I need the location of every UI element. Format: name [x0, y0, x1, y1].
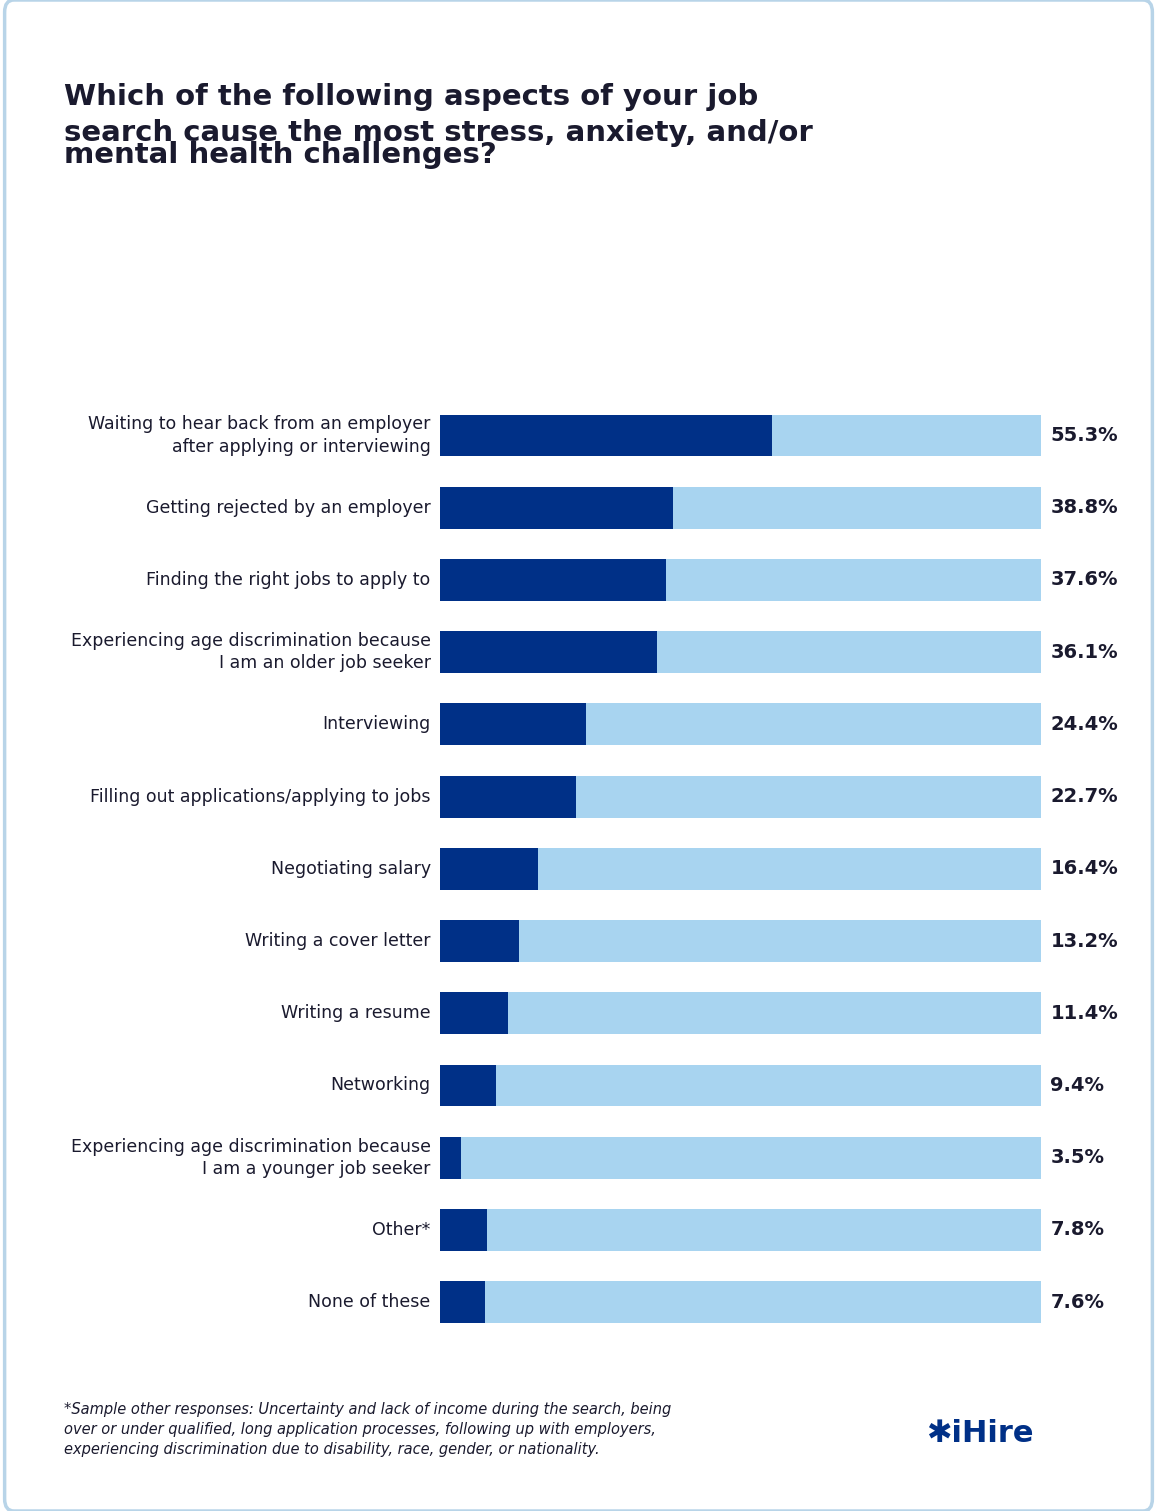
- Text: 38.8%: 38.8%: [1051, 499, 1118, 517]
- Bar: [440, 775, 576, 817]
- Text: Negotiating salary: Negotiating salary: [271, 860, 430, 878]
- Text: Waiting to hear back from an employer
after applying or interviewing: Waiting to hear back from an employer af…: [88, 416, 430, 456]
- Bar: [440, 993, 508, 1034]
- Bar: [440, 632, 657, 672]
- Bar: [440, 848, 1041, 890]
- Text: 13.2%: 13.2%: [1051, 932, 1118, 950]
- Text: 16.4%: 16.4%: [1051, 860, 1118, 878]
- Bar: [440, 993, 1041, 1034]
- Text: Writing a resume: Writing a resume: [281, 1005, 430, 1023]
- Text: ✱iHire: ✱iHire: [926, 1419, 1033, 1448]
- Bar: [440, 848, 538, 890]
- Text: *Sample other responses: Uncertainty and lack of income during the search, being: *Sample other responses: Uncertainty and…: [64, 1402, 671, 1457]
- Text: 11.4%: 11.4%: [1051, 1003, 1118, 1023]
- Bar: [440, 414, 773, 456]
- Text: Which of the following aspects of your job
search cause the most stress, anxiety: Which of the following aspects of your j…: [64, 83, 812, 147]
- Bar: [440, 1065, 1041, 1106]
- Text: Filling out applications/applying to jobs: Filling out applications/applying to job…: [90, 787, 430, 805]
- Text: Networking: Networking: [331, 1076, 430, 1094]
- Bar: [440, 487, 1041, 529]
- Text: Interviewing: Interviewing: [323, 715, 430, 733]
- Bar: [440, 1136, 1041, 1179]
- Bar: [440, 1281, 1041, 1324]
- Bar: [440, 414, 1041, 456]
- Text: 22.7%: 22.7%: [1051, 787, 1118, 805]
- Text: 3.5%: 3.5%: [1051, 1148, 1104, 1166]
- Bar: [440, 559, 1041, 601]
- Bar: [440, 920, 1041, 963]
- Text: 7.6%: 7.6%: [1051, 1292, 1104, 1312]
- Bar: [440, 920, 519, 963]
- Text: 37.6%: 37.6%: [1051, 571, 1118, 589]
- Bar: [440, 1281, 486, 1324]
- Bar: [440, 487, 673, 529]
- Bar: [440, 1065, 496, 1106]
- Text: Experiencing age discrimination because
I am an older job seeker: Experiencing age discrimination because …: [71, 632, 430, 672]
- Text: mental health challenges?: mental health challenges?: [64, 141, 496, 169]
- Text: Finding the right jobs to apply to: Finding the right jobs to apply to: [147, 571, 430, 589]
- Bar: [440, 775, 1041, 817]
- Bar: [440, 632, 1041, 672]
- Bar: [440, 704, 1041, 745]
- Text: 24.4%: 24.4%: [1051, 715, 1118, 734]
- Bar: [440, 559, 666, 601]
- Text: 55.3%: 55.3%: [1051, 426, 1118, 446]
- Text: 36.1%: 36.1%: [1051, 642, 1118, 662]
- Text: None of these: None of these: [309, 1293, 430, 1312]
- Bar: [440, 704, 587, 745]
- Text: 9.4%: 9.4%: [1051, 1076, 1104, 1095]
- Text: 7.8%: 7.8%: [1051, 1221, 1104, 1239]
- Bar: [440, 1209, 1041, 1251]
- Bar: [440, 1136, 460, 1179]
- Text: Experiencing age discrimination because
I am a younger job seeker: Experiencing age discrimination because …: [71, 1138, 430, 1177]
- Bar: [440, 1209, 487, 1251]
- Text: Getting rejected by an employer: Getting rejected by an employer: [146, 499, 430, 517]
- Text: Other*: Other*: [373, 1221, 430, 1239]
- Text: Writing a cover letter: Writing a cover letter: [245, 932, 430, 950]
